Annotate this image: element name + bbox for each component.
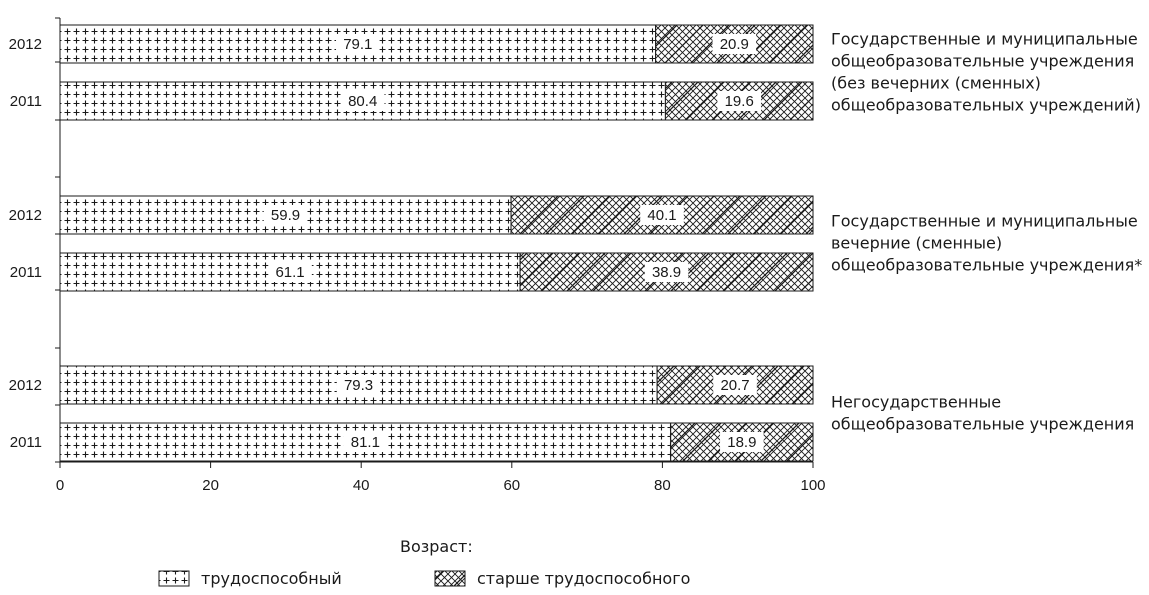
group-label: Государственные и муниципальные вечерние …: [831, 212, 1142, 275]
data-label: 59.9: [271, 207, 300, 224]
legend-swatch-overlay: [435, 571, 465, 586]
data-label: 79.3: [344, 377, 373, 394]
group-label-line: Государственные и муниципальные: [831, 212, 1138, 231]
group-label-line: Государственные и муниципальные: [831, 30, 1138, 49]
data-label: 20.7: [720, 377, 749, 394]
group-label-line: (без вечерних (сменных): [831, 74, 1041, 93]
legend-label: трудоспособный: [201, 569, 342, 588]
axes: 0 20 40 60 80 100: [55, 17, 826, 494]
y-category-label: 2011: [10, 434, 42, 451]
y-category-label: 2011: [10, 264, 42, 281]
x-tick-label: 100: [800, 477, 825, 494]
data-label: 80.4: [348, 93, 377, 110]
legend-label: старше трудоспособного: [477, 569, 690, 588]
x-tick-label: 0: [56, 477, 64, 494]
data-label-box: [720, 432, 764, 452]
legend-swatch-working-age: [158, 570, 190, 587]
x-tick-label: 80: [654, 477, 671, 494]
group-labels: Государственные и муниципальные общеобраз…: [831, 30, 1142, 434]
data-label-box: [343, 432, 388, 452]
group-label-line: Негосударственные: [831, 393, 1001, 412]
data-label-box: [340, 91, 385, 111]
data-label-box: [336, 34, 380, 54]
legend: Возраст: трудоспособный старше трудоспособ…: [158, 537, 690, 588]
bars: 2012 79.1 20.9 2011 80.4 19.6 2012 59.9 40.1 2011…: [9, 24, 814, 462]
x-tick-label: 20: [202, 477, 219, 494]
data-label-box: [644, 262, 689, 282]
data-label-box: [712, 34, 757, 54]
group-label-line: вечерние (сменные): [831, 234, 1002, 253]
data-label: 20.9: [720, 36, 749, 53]
y-category-label: 2012: [9, 207, 42, 224]
y-category-label: 2011: [10, 93, 42, 110]
y-category-label: 2012: [9, 36, 42, 53]
x-tick-label: 40: [353, 477, 370, 494]
data-label: 38.9: [652, 264, 681, 281]
y-category-label: 2012: [9, 377, 42, 394]
group-label-line: общеобразовательные учреждения*: [831, 256, 1142, 275]
data-label-box: [713, 375, 757, 395]
data-label: 79.1: [343, 36, 372, 53]
data-label: 61.1: [275, 264, 304, 281]
data-label-box: [263, 205, 308, 225]
data-label: 81.1: [351, 434, 380, 451]
data-label: 19.6: [725, 93, 754, 110]
group-label: Государственные и муниципальные общеобраз…: [831, 30, 1141, 115]
data-label-box: [640, 205, 684, 225]
legend-title: Возраст:: [400, 537, 473, 556]
group-label-line: общеобразовательных учреждений): [831, 96, 1141, 115]
group-label: Негосударственные общеобразовательные учр…: [831, 393, 1134, 434]
group-label-line: общеобразовательные учреждения: [831, 52, 1134, 71]
group-label-line: общеобразовательные учреждения: [831, 415, 1134, 434]
x-tick-label: 60: [503, 477, 520, 494]
data-label-box: [268, 262, 312, 282]
data-label: 18.9: [727, 434, 756, 451]
data-label-box: [717, 91, 762, 111]
data-label: 40.1: [647, 207, 676, 224]
data-label-box: [336, 375, 381, 395]
